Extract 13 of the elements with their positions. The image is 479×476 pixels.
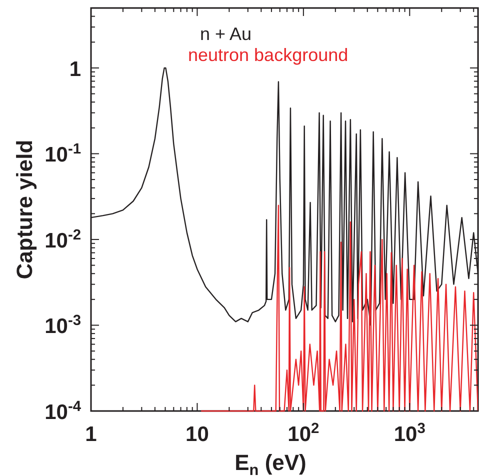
y-tick-label: 10$^{-4}$ (44, 398, 82, 424)
x-tick-label: 10 (186, 423, 209, 446)
x-tick-label: 10$^{3}$ (394, 420, 426, 446)
y-tick-label: 10$^{-1}$ (44, 141, 81, 167)
x-tick-label: 10$^{2}$ (288, 420, 320, 446)
x-axis-title: E$_{n}$ (eV) (234, 450, 306, 476)
y-tick-label: 10$^{-2}$ (44, 227, 81, 252)
x-tick-label: 1 (85, 423, 98, 446)
y-tick-label: 10$^{-3}$ (44, 312, 81, 338)
y-axis-title: Capture yield (12, 140, 37, 280)
y-tick-label: 1 (69, 58, 82, 81)
text: neutron background (188, 45, 348, 65)
legend-label: n + Au (200, 24, 252, 44)
